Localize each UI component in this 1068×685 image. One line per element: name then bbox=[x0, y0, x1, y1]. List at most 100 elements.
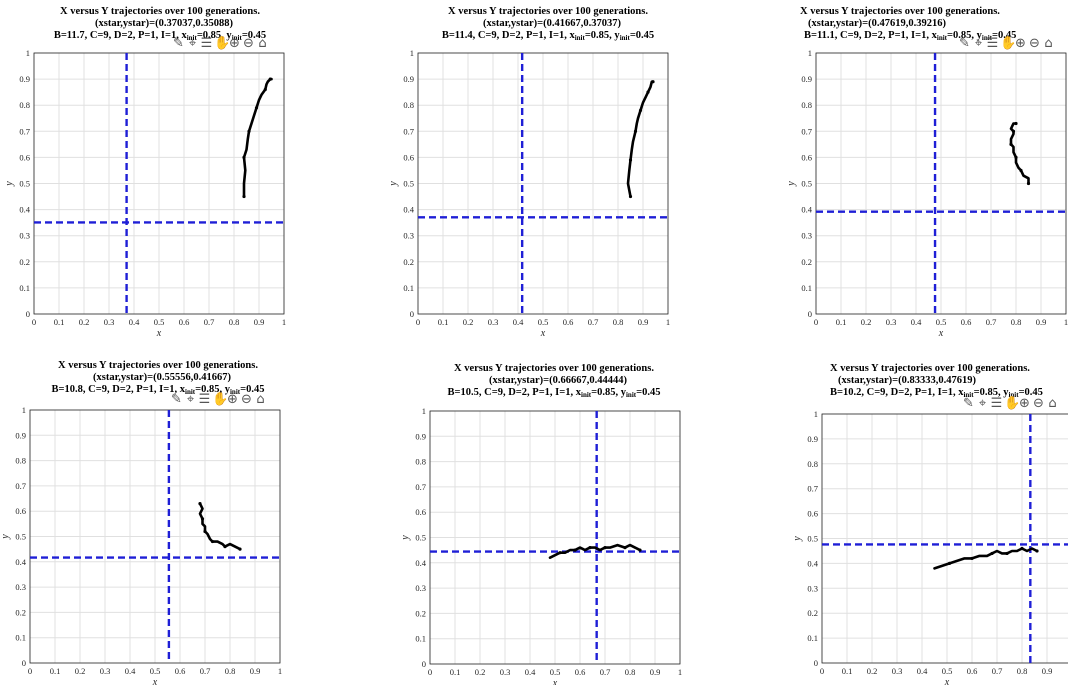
datatip-icon[interactable]: ⌖ bbox=[978, 396, 988, 411]
yinit-val: =0.45 bbox=[1018, 387, 1043, 398]
trajectory-point bbox=[623, 546, 627, 550]
brush-icon[interactable]: ✎ bbox=[959, 36, 971, 51]
x-tick-label: 0.5 bbox=[154, 317, 165, 327]
y-tick-label: 0.3 bbox=[807, 583, 818, 593]
y-tick-label: 1 bbox=[22, 405, 26, 415]
axes-toolbar: ✎ ⌖ ☰✋⊕ ⊖ ⌂ bbox=[172, 36, 270, 51]
zoom-in-icon[interactable]: ⊕ bbox=[1015, 36, 1027, 51]
trajectory-line bbox=[626, 80, 655, 198]
y-axis-label: y bbox=[792, 536, 803, 542]
x-tick-label: 0.5 bbox=[150, 666, 161, 676]
y-tick-label: 0.8 bbox=[801, 100, 812, 110]
trajectory-point bbox=[947, 561, 952, 566]
xinit-sub: init bbox=[574, 34, 585, 42]
trajectory-point bbox=[628, 194, 633, 199]
legend-icon[interactable]: ☰ bbox=[198, 392, 212, 407]
datatip-icon[interactable]: ⌖ bbox=[188, 36, 198, 51]
home-icon[interactable]: ⌂ bbox=[1048, 396, 1058, 411]
x-tick-label: 0.9 bbox=[1036, 317, 1047, 327]
title-line-1: X versus Y trajectories over 100 generat… bbox=[448, 6, 648, 17]
pan-hand-icon[interactable]: ✋ bbox=[1000, 36, 1018, 51]
axes-toolbar: ✎ ⌖ ☰✋⊕ ⊖ ⌂ bbox=[962, 396, 1060, 411]
x-tick-label: 0.3 bbox=[886, 317, 897, 327]
chart-plot[interactable]: 000.10.10.20.20.30.30.40.40.50.50.60.60.… bbox=[0, 0, 700, 685]
x-tick-label: 1 bbox=[282, 317, 286, 327]
x-axis-label: x bbox=[152, 677, 158, 685]
x-tick-label: 0.7 bbox=[986, 317, 997, 327]
y-tick-label: 0.6 bbox=[801, 152, 812, 162]
trajectory-point bbox=[242, 194, 246, 199]
zoom-in-icon[interactable]: ⊕ bbox=[227, 392, 239, 407]
legend-icon[interactable]: ☰ bbox=[200, 36, 214, 51]
y-tick-label: 0.5 bbox=[403, 179, 414, 189]
xinit-val: =0.85, y bbox=[584, 30, 620, 41]
datatip-icon[interactable]: ⌖ bbox=[974, 36, 984, 51]
y-tick-label: 0 bbox=[22, 658, 26, 668]
x-tick-label: 0.1 bbox=[438, 317, 449, 327]
trajectory-point bbox=[603, 546, 607, 550]
home-icon[interactable]: ⌂ bbox=[258, 36, 268, 51]
y-tick-label: 0.2 bbox=[415, 608, 426, 618]
xinit-sub: init bbox=[581, 391, 592, 399]
yinit-val: =0.45 bbox=[629, 30, 655, 41]
y-tick-label: 0 bbox=[422, 659, 426, 669]
y-tick-label: 0.9 bbox=[19, 74, 30, 84]
chart-title: X versus Y trajectories over 100 generat… bbox=[424, 363, 684, 401]
y-tick-label: 0.6 bbox=[15, 506, 26, 516]
zoom-out-icon[interactable]: ⊖ bbox=[243, 36, 255, 51]
legend-icon[interactable]: ☰ bbox=[986, 36, 1000, 51]
chart-title: X versus Y trajectories over 100 generat… bbox=[28, 360, 288, 398]
chart-title: X versus Y trajectories over 100 generat… bbox=[418, 6, 678, 44]
yinit-val: =0.45 bbox=[241, 30, 267, 41]
trajectory-point bbox=[242, 155, 246, 159]
y-tick-label: 0.3 bbox=[415, 583, 426, 593]
zoom-in-icon[interactable]: ⊕ bbox=[229, 36, 241, 51]
xinit-sub: init bbox=[185, 388, 196, 396]
y-tick-label: 0.4 bbox=[19, 205, 30, 215]
axes-box bbox=[417, 52, 669, 315]
y-tick-label: 0.6 bbox=[415, 507, 426, 517]
legend-icon[interactable]: ☰ bbox=[990, 396, 1004, 411]
trajectory-point bbox=[970, 556, 974, 561]
pan-hand-icon[interactable]: ✋ bbox=[214, 36, 232, 51]
zoom-in-icon[interactable]: ⊕ bbox=[1019, 396, 1031, 411]
y-tick-label: 0.5 bbox=[15, 532, 26, 542]
x-tick-label: 0.9 bbox=[254, 317, 265, 327]
params-text: B=10.8, C=9, D=2, P=1, I=1, x bbox=[51, 384, 185, 395]
y-tick-label: 0.3 bbox=[801, 231, 812, 241]
datatip-icon[interactable]: ⌖ bbox=[186, 392, 196, 407]
brush-icon[interactable]: ✎ bbox=[173, 36, 185, 51]
pan-hand-icon[interactable]: ✋ bbox=[1004, 396, 1022, 411]
x-tick-label: 0.1 bbox=[54, 317, 65, 327]
y-tick-label: 0.6 bbox=[403, 152, 414, 162]
brush-icon[interactable]: ✎ bbox=[171, 392, 183, 407]
brush-icon[interactable]: ✎ bbox=[963, 396, 975, 411]
y-tick-label: 0.9 bbox=[807, 434, 818, 444]
zoom-out-icon[interactable]: ⊖ bbox=[1029, 36, 1041, 51]
title-line-1: X versus Y trajectories over 100 generat… bbox=[830, 363, 1030, 374]
x-tick-label: 0.3 bbox=[488, 317, 499, 327]
y-tick-label: 0.4 bbox=[807, 558, 818, 568]
yinit-val: =0.45 bbox=[240, 384, 265, 395]
zoom-out-icon[interactable]: ⊖ bbox=[241, 392, 253, 407]
axes-box bbox=[429, 410, 681, 665]
x-tick-label: 0.4 bbox=[911, 317, 922, 327]
x-tick-label: 0.8 bbox=[225, 666, 236, 676]
y-tick-label: 0 bbox=[808, 309, 812, 319]
pan-hand-icon[interactable]: ✋ bbox=[212, 392, 230, 407]
x-tick-label: 0.1 bbox=[450, 667, 461, 677]
x-axis-label: x bbox=[938, 328, 944, 339]
x-axis-label: x bbox=[540, 328, 546, 339]
chart-plot[interactable]: 000.10.10.20.20.30.30.40.40.50.50.60.60.… bbox=[0, 0, 300, 685]
y-tick-label: 0.7 bbox=[801, 126, 812, 136]
chart-plot[interactable]: 000.10.10.20.20.30.30.40.40.50.50.60.60.… bbox=[0, 0, 1068, 340]
y-tick-label: 0.8 bbox=[19, 100, 30, 110]
zoom-out-icon[interactable]: ⊖ bbox=[1033, 396, 1045, 411]
chart-plot[interactable]: 000.10.10.20.20.30.30.40.40.50.50.60.60.… bbox=[0, 0, 700, 340]
params-text: B=11.4, C=9, D=2, P=1, I=1, x bbox=[441, 30, 575, 41]
chart-plot[interactable]: 000.10.10.20.20.30.30.40.40.50.50.60.60.… bbox=[0, 0, 300, 340]
home-icon[interactable]: ⌂ bbox=[256, 392, 266, 407]
trajectory-point bbox=[633, 129, 638, 133]
home-icon[interactable]: ⌂ bbox=[1044, 36, 1054, 51]
